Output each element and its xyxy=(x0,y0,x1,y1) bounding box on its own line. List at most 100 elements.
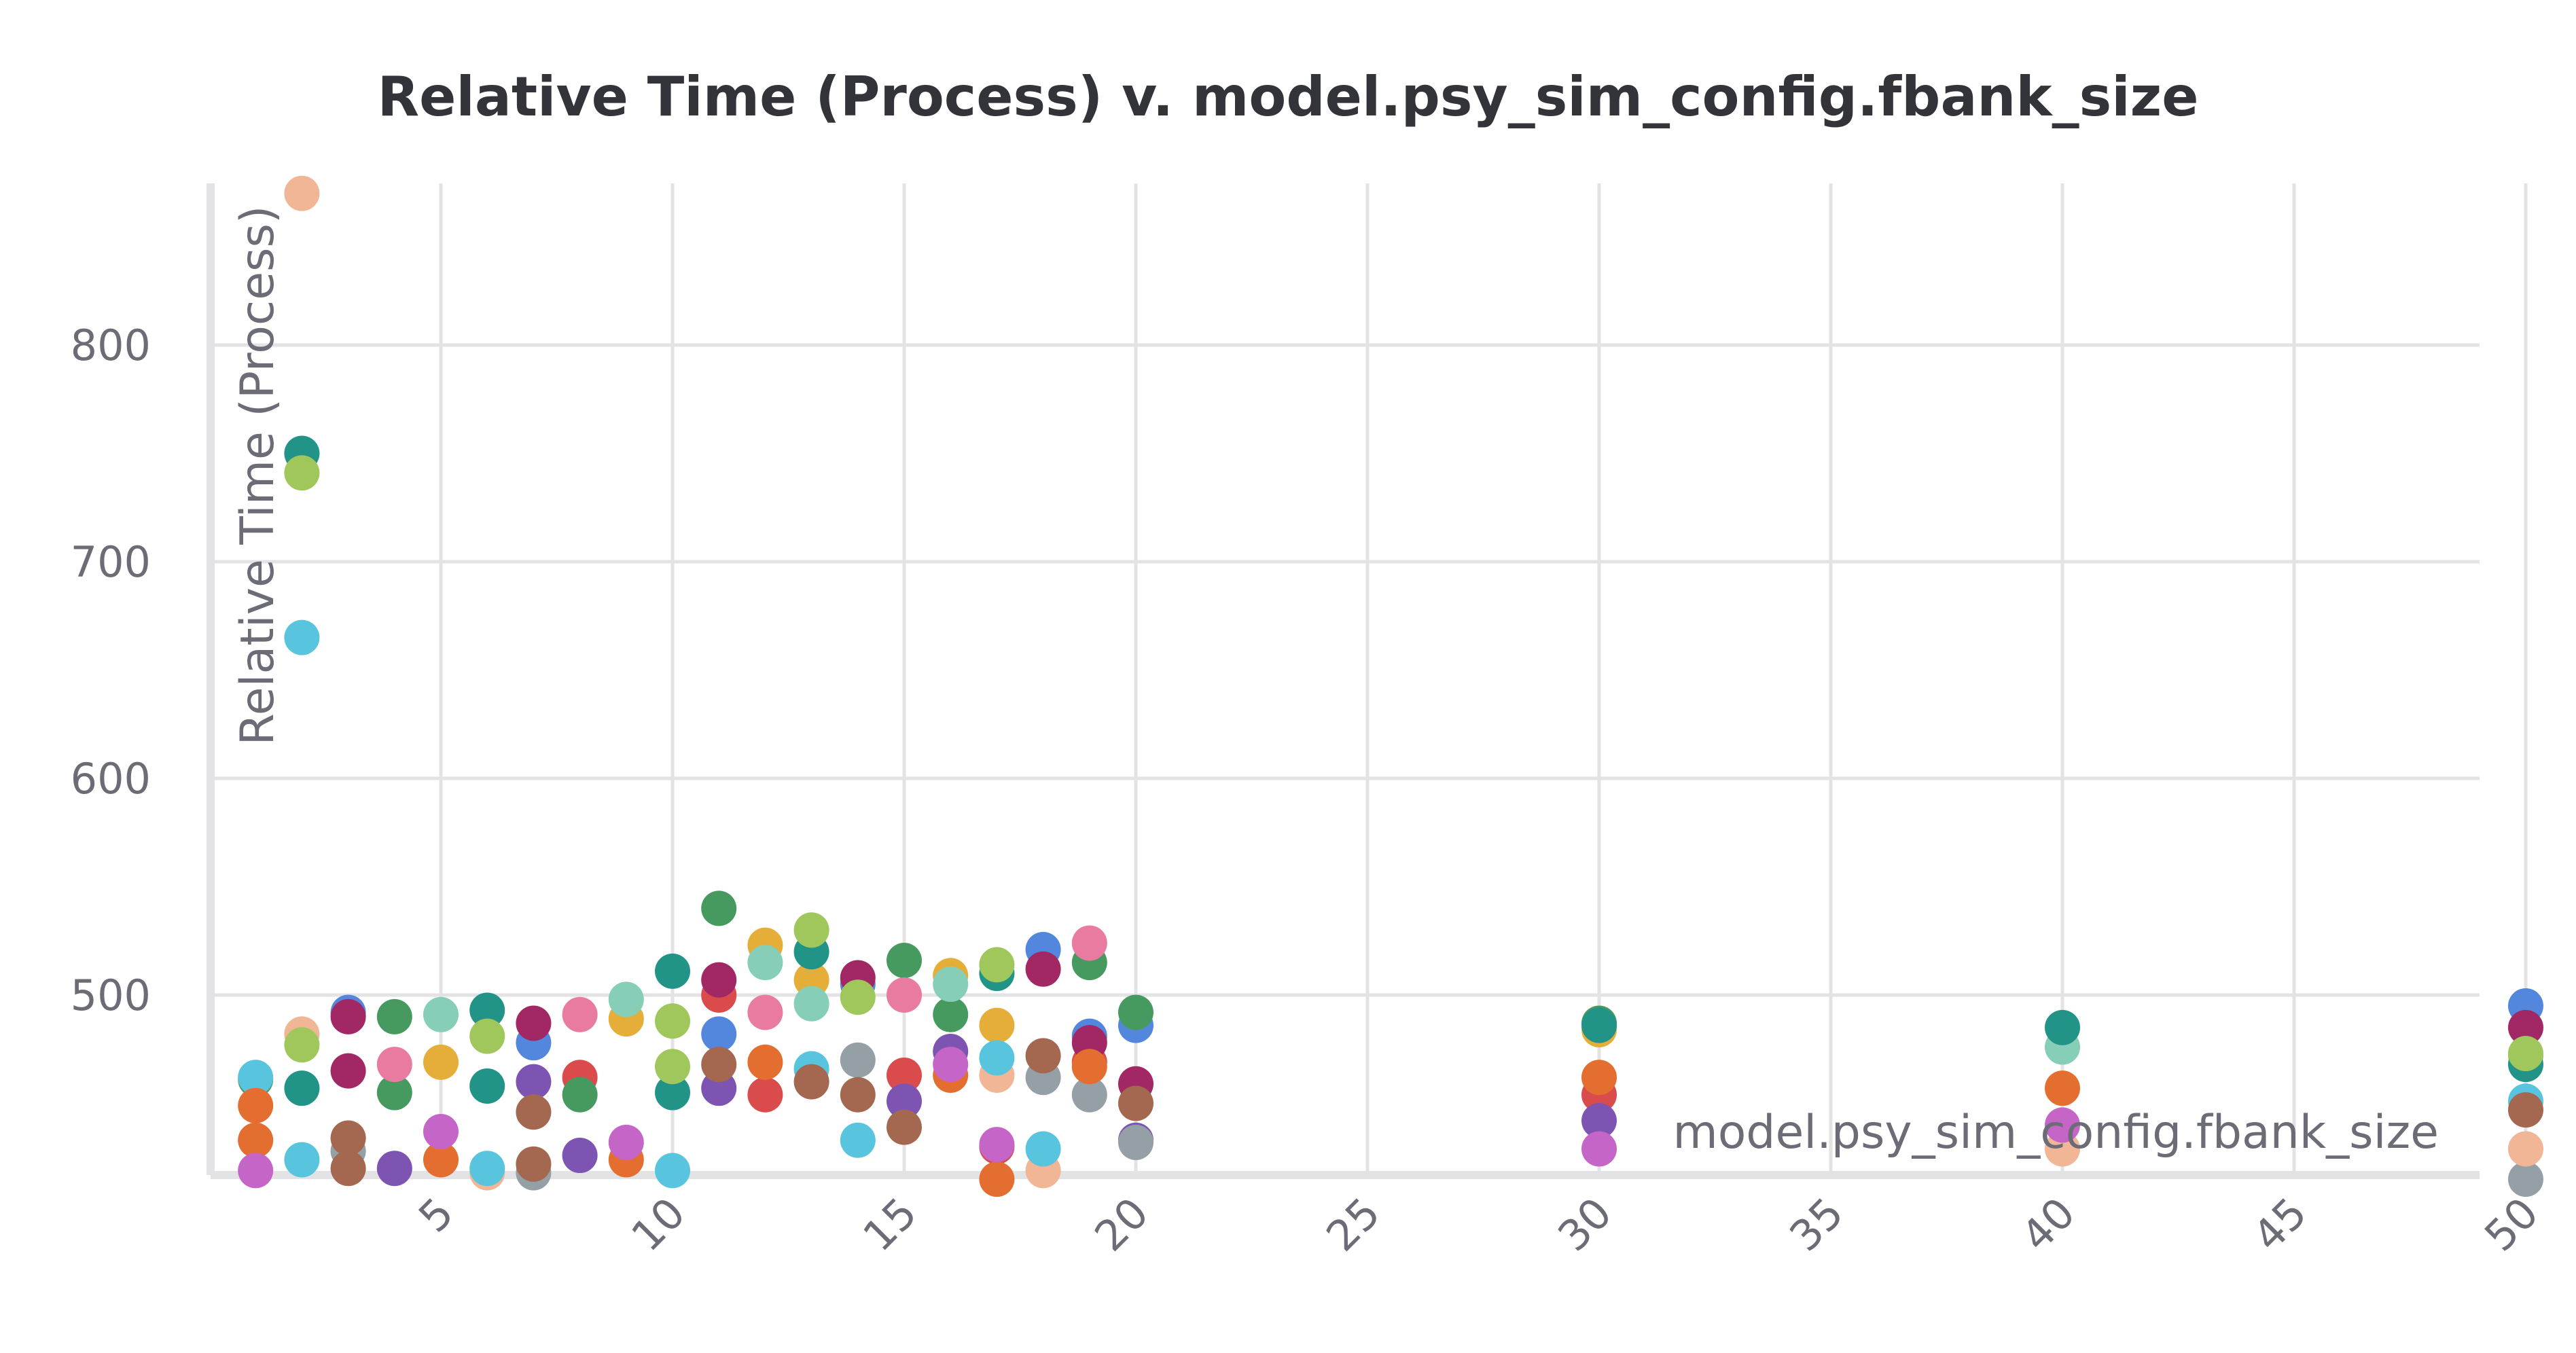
data-point-s12-0 xyxy=(238,1060,274,1096)
data-point-s2-1 xyxy=(376,998,412,1034)
y-tick-label-700: 700 xyxy=(71,537,151,587)
data-point-s7-0 xyxy=(423,996,459,1032)
data-point-s13-9 xyxy=(2045,1070,2080,1106)
data-point-s15-2 xyxy=(608,1124,644,1160)
data-point-s4-4 xyxy=(1071,925,1107,961)
data-point-s14-4 xyxy=(701,1047,737,1083)
data-point-s11-7 xyxy=(979,947,1015,983)
gridlines xyxy=(211,183,2528,1175)
data-point-s8-4 xyxy=(1071,1077,1107,1113)
y-axis-label: Relative Time (Process) xyxy=(231,206,285,746)
data-point-s4-3 xyxy=(887,977,922,1013)
data-point-s8-5 xyxy=(1118,1124,1153,1160)
data-point-s0-2 xyxy=(701,1016,737,1052)
data-point-s3-0 xyxy=(376,1151,412,1187)
y-tick-label-800: 800 xyxy=(71,321,151,370)
data-point-s12-8 xyxy=(1025,1131,1061,1167)
data-point-s5-5 xyxy=(979,1007,1015,1043)
data-point-s6-2 xyxy=(516,1005,552,1041)
data-point-s14-1 xyxy=(330,1120,366,1156)
data-point-s14-2 xyxy=(516,1146,552,1182)
data-point-s4-1 xyxy=(562,996,598,1032)
data-point-s10-9 xyxy=(2045,1009,2080,1045)
data-point-s3-2 xyxy=(562,1138,598,1174)
data-point-s11-4 xyxy=(655,1049,690,1085)
data-point-s11-1 xyxy=(284,1027,320,1063)
data-point-s5-0 xyxy=(423,1044,459,1080)
data-point-s4-2 xyxy=(747,994,783,1030)
data-point-s7-4 xyxy=(933,967,969,1003)
data-point-s12-2 xyxy=(284,1142,320,1178)
data-point-s8-2 xyxy=(840,1042,876,1078)
data-point-s1-3 xyxy=(887,1058,922,1094)
data-point-s10-1 xyxy=(284,1070,320,1106)
data-point-s2-3 xyxy=(562,1077,598,1113)
data-point-s7-2 xyxy=(747,945,783,981)
data-point-s2-2 xyxy=(376,1075,412,1111)
data-point-s12-3 xyxy=(469,1151,505,1187)
data-point-s15-4 xyxy=(979,1127,1015,1163)
data-point-s15-6 xyxy=(2045,1107,2080,1143)
x-tick-label-20: 20 xyxy=(1085,1188,1158,1261)
data-point-s10-8 xyxy=(1581,1007,1617,1043)
y-tick-label-600: 600 xyxy=(71,754,151,804)
data-point-s13-0 xyxy=(238,1087,274,1123)
data-point-s10-5 xyxy=(655,1075,690,1111)
data-point-s14-3 xyxy=(516,1094,552,1130)
data-point-s12-7 xyxy=(979,1040,1015,1076)
data-point-s6-0 xyxy=(330,1053,366,1089)
data-point-s7-1 xyxy=(608,981,644,1017)
data-point-s6-8 xyxy=(2508,1009,2543,1045)
data-point-s6-3 xyxy=(701,962,737,998)
data-points xyxy=(238,175,2543,1197)
x-tick-label-45: 45 xyxy=(2243,1188,2316,1261)
data-point-s15-5 xyxy=(1581,1131,1617,1167)
x-tick-label-15: 15 xyxy=(853,1188,926,1261)
x-tick-label-50: 50 xyxy=(2475,1188,2547,1261)
data-point-s3-4 xyxy=(887,1083,922,1119)
data-point-s12-1 xyxy=(284,619,320,655)
data-point-s14-0 xyxy=(330,1151,366,1187)
data-point-s1-2 xyxy=(747,1077,783,1113)
data-point-s13-4 xyxy=(747,1044,783,1080)
x-tick-label-25: 25 xyxy=(1317,1188,1389,1261)
x-tick-label-40: 40 xyxy=(2011,1188,2084,1261)
data-point-s6-1 xyxy=(330,998,366,1034)
data-point-s10-4 xyxy=(655,953,690,989)
data-point-s12-4 xyxy=(655,1153,690,1189)
data-point-s11-2 xyxy=(469,1018,505,1054)
data-point-s2-4 xyxy=(701,890,737,926)
data-point-s2-8 xyxy=(1118,994,1153,1030)
data-point-s14-8 xyxy=(1025,1038,1061,1074)
data-point-s2-5 xyxy=(887,942,922,978)
data-point-s11-0 xyxy=(284,455,320,491)
data-point-s13-7 xyxy=(1071,1049,1107,1085)
x-tick-label-35: 35 xyxy=(1780,1188,1853,1261)
axes xyxy=(207,183,2480,1179)
data-point-s11-6 xyxy=(840,979,876,1015)
data-point-s3-1 xyxy=(516,1064,552,1100)
data-point-s2-6 xyxy=(933,996,969,1032)
data-point-s11-3 xyxy=(655,1003,690,1039)
data-point-s13-2 xyxy=(423,1142,459,1178)
data-point-s15-1 xyxy=(423,1113,459,1149)
chart-title: Relative Time (Process) v. model.psy_sim… xyxy=(378,65,2199,128)
data-point-s14-10 xyxy=(2508,1092,2543,1128)
data-point-s14-5 xyxy=(793,1064,829,1100)
y-tick-label-500: 500 xyxy=(71,971,151,1020)
data-point-s14-9 xyxy=(1118,1085,1153,1121)
x-axis-label: model.psy_sim_config.fbank_size xyxy=(1672,1106,2439,1159)
data-point-s11-8 xyxy=(2508,1036,2543,1072)
data-point-s15-0 xyxy=(238,1153,274,1189)
data-point-s11-5 xyxy=(793,912,829,948)
data-point-s4-0 xyxy=(376,1047,412,1083)
data-point-s14-6 xyxy=(840,1077,876,1113)
data-point-s8-6 xyxy=(2508,1161,2543,1197)
x-tick-label-30: 30 xyxy=(1548,1188,1621,1261)
data-point-s10-3 xyxy=(469,1068,505,1104)
data-point-s15-3 xyxy=(933,1047,969,1083)
data-point-s9-6 xyxy=(2508,1131,2543,1167)
x-tick-label-10: 10 xyxy=(622,1188,694,1261)
data-point-s13-6 xyxy=(979,1161,1015,1197)
